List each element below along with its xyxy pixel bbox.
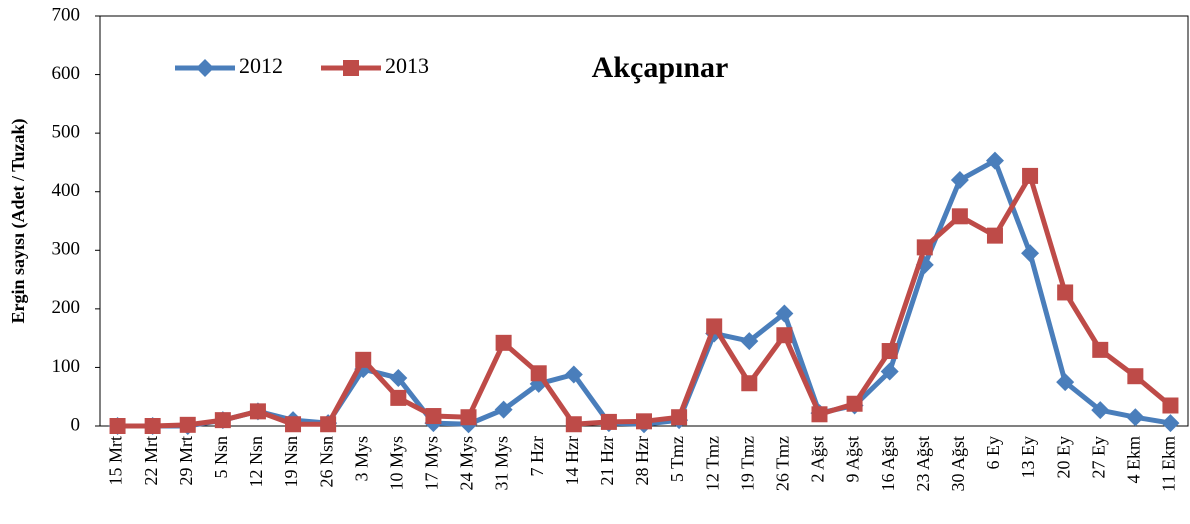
x-tick-label: 29 Mrt	[176, 436, 196, 486]
y-tick-label: 0	[71, 414, 81, 435]
x-tick-label: 12 Nsn	[246, 436, 266, 488]
y-tick-label: 500	[52, 122, 81, 143]
data-point	[916, 239, 933, 256]
data-point	[881, 343, 898, 360]
data-point	[951, 208, 968, 225]
x-tick-label: 13 Ey	[1018, 436, 1038, 479]
x-tick-label: 15 Mrt	[106, 436, 126, 486]
data-point	[706, 318, 723, 335]
x-tick-label: 17 Mys	[422, 436, 442, 491]
x-tick-label: 21 Hzr	[597, 436, 617, 485]
data-point	[494, 400, 513, 419]
data-point	[915, 255, 934, 274]
data-point	[109, 418, 126, 434]
legend-label: 2012	[239, 53, 283, 78]
legend-marker	[343, 60, 359, 76]
data-point	[985, 151, 1004, 170]
x-tick-label: 19 Tmz	[737, 436, 757, 491]
x-tick-label: 12 Tmz	[702, 436, 722, 491]
x-tick-label: 5 Nsn	[211, 436, 231, 479]
x-tick-label: 26 Nsn	[316, 436, 336, 488]
data-point	[846, 395, 863, 412]
data-point	[1162, 397, 1179, 414]
x-tick-label: 24 Mys	[457, 436, 477, 491]
x-tick-label: 16 Ağst	[878, 436, 898, 492]
data-point	[1126, 408, 1145, 427]
legend-marker	[196, 59, 214, 77]
data-point	[600, 413, 617, 430]
data-point	[179, 416, 196, 433]
data-point	[530, 365, 547, 382]
x-tick-label: 4 Ekm	[1123, 436, 1143, 484]
y-tick-label: 700	[52, 4, 81, 25]
data-point	[495, 334, 512, 351]
data-point	[564, 365, 583, 384]
data-point	[320, 416, 337, 433]
x-tick-label: 30 Ağst	[948, 436, 968, 492]
data-point	[1127, 368, 1144, 385]
series-line	[117, 157, 1171, 429]
data-point	[950, 171, 969, 189]
data-point	[1161, 414, 1180, 433]
data-point	[425, 408, 442, 425]
x-tick-label: 14 Hzr	[562, 436, 582, 485]
x-tick-label: 19 Nsn	[281, 436, 301, 488]
x-tick-label: 7 Hzr	[527, 436, 547, 476]
x-tick-label: 20 Ey	[1053, 436, 1073, 479]
data-point	[776, 327, 793, 344]
data-point	[986, 227, 1003, 244]
x-tick-label: 9 Ağst	[843, 436, 863, 483]
data-point	[636, 413, 652, 430]
x-tick-label: 10 Mys	[386, 436, 406, 491]
y-tick-label: 300	[52, 239, 81, 260]
x-tick-label: 2 Ağst	[808, 436, 828, 483]
data-point	[389, 368, 408, 387]
data-point	[1057, 284, 1074, 301]
y-tick-label: 200	[52, 297, 81, 318]
data-point	[144, 418, 161, 434]
legend-label: 2013	[385, 53, 429, 78]
data-point	[1091, 401, 1110, 420]
y-tick-label: 600	[52, 63, 81, 84]
y-tick-label: 400	[52, 180, 81, 201]
data-point	[285, 416, 302, 433]
data-point	[880, 362, 899, 381]
data-point	[740, 332, 759, 351]
x-tick-label: 5 Tmz	[667, 436, 687, 482]
data-point	[775, 304, 794, 323]
x-tick-label: 27 Ey	[1088, 436, 1108, 479]
data-point	[565, 416, 582, 433]
y-tick-label: 100	[52, 356, 81, 377]
data-point	[741, 375, 758, 392]
data-point	[671, 409, 688, 426]
data-point	[390, 389, 407, 406]
x-tick-label: 6 Ey	[983, 436, 1003, 470]
data-point	[1022, 167, 1039, 184]
x-tick-label: 31 Mys	[492, 436, 512, 491]
x-tick-label: 11 Ekm	[1159, 436, 1179, 492]
x-tick-label: 26 Tmz	[773, 436, 793, 491]
chart-title: Akçapınar	[592, 51, 729, 84]
x-tick-label: 28 Hzr	[632, 436, 652, 485]
data-point	[460, 409, 477, 426]
x-tick-label: 23 Ağst	[913, 436, 933, 492]
data-point	[1021, 244, 1040, 263]
data-point	[355, 351, 372, 368]
data-point	[811, 406, 828, 423]
x-tick-label: 22 Mrt	[141, 436, 161, 486]
data-point	[1092, 341, 1109, 358]
data-point	[214, 412, 231, 429]
data-point	[1056, 373, 1075, 392]
data-point	[249, 403, 266, 420]
y-axis-label: Ergin sayısı (Adet / Tuzak)	[8, 118, 29, 323]
x-tick-label: 3 Mys	[351, 436, 371, 482]
